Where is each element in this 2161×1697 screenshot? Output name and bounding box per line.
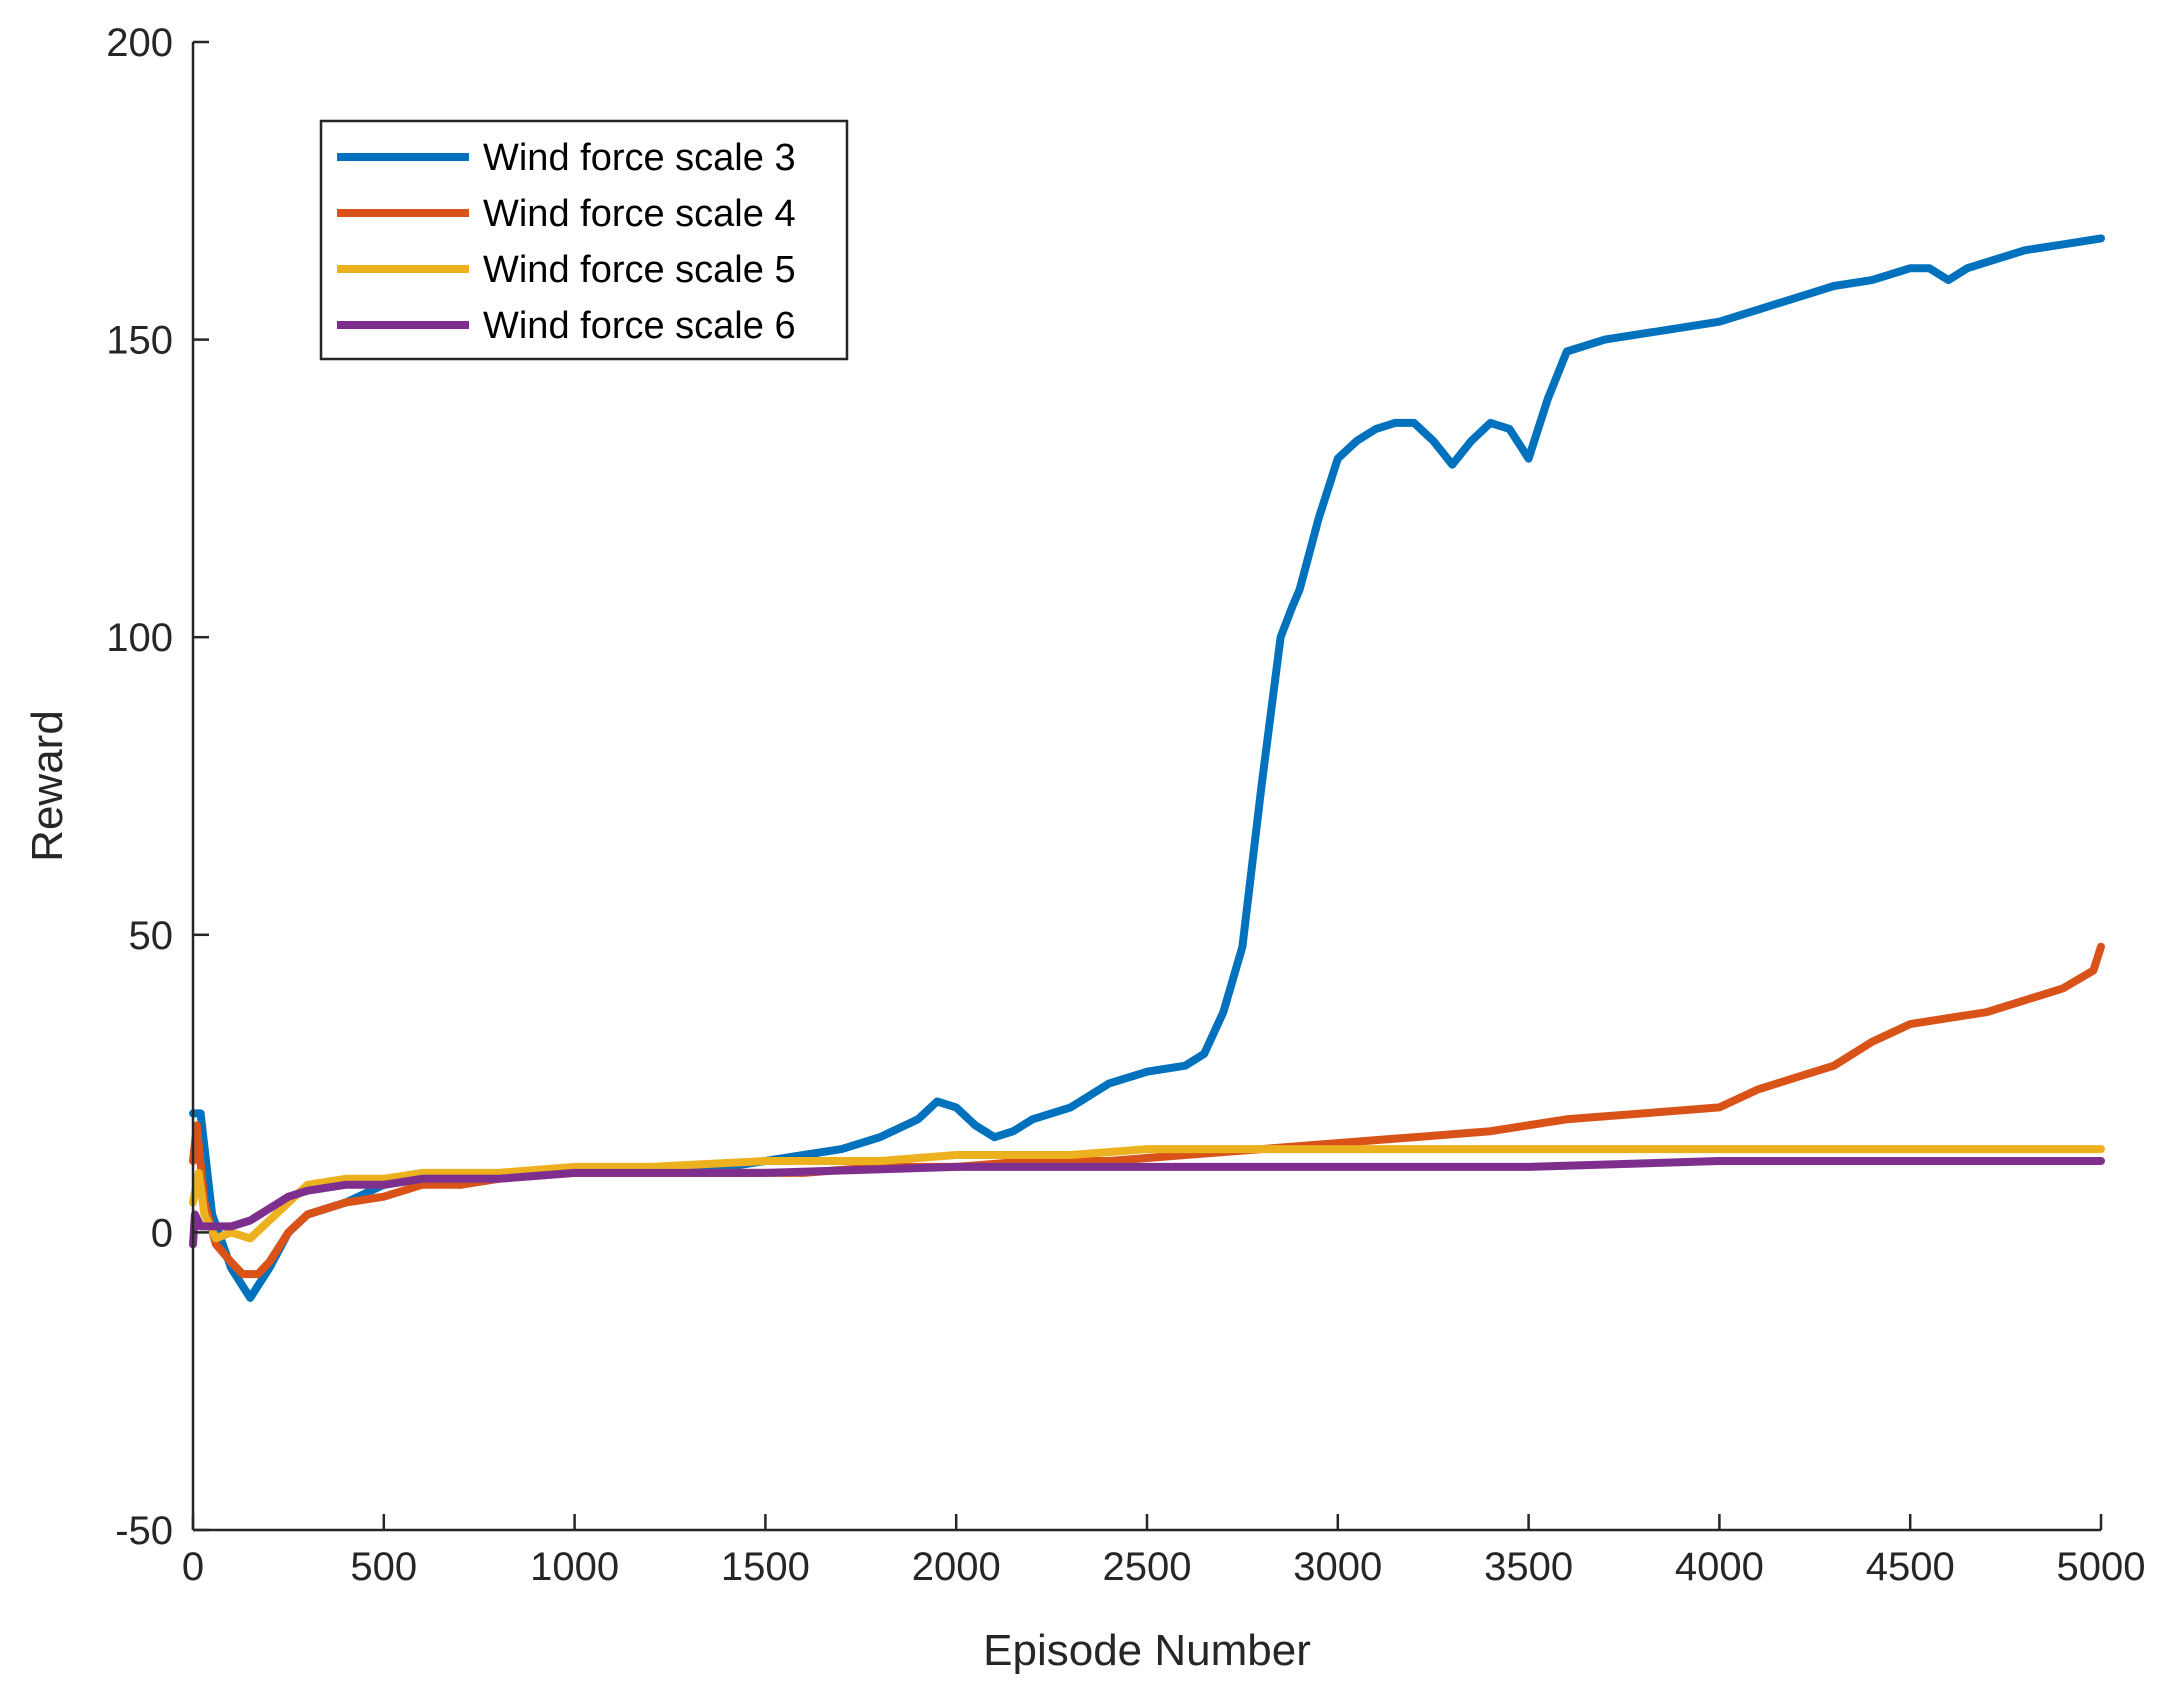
legend-label: Wind force scale 3	[483, 137, 796, 179]
x-tick-label: 1000	[530, 1545, 619, 1589]
x-axis-ticks: 0 500 1000 1500 2000 2500 3000 3500 4000 4500 5000	[182, 1514, 2146, 1589]
y-tick-label: 0	[151, 1211, 173, 1255]
y-tick-label: 150	[106, 319, 173, 363]
y-tick-label: 200	[106, 21, 173, 65]
legend-label: Wind force scale 6	[483, 305, 796, 347]
series-line-4	[189, 1157, 2105, 1249]
y-tick-label: 50	[129, 914, 174, 958]
x-tick-label: 2000	[912, 1545, 1001, 1589]
x-tick-label: 0	[182, 1545, 204, 1589]
y-axis-ticks: -50 0 50 100 150 200	[106, 21, 209, 1553]
x-tick-label: 5000	[2057, 1545, 2146, 1589]
y-tick-label: -50	[115, 1509, 173, 1553]
y-tick-label: 100	[106, 616, 173, 660]
x-tick-label: 4500	[1866, 1545, 1955, 1589]
x-tick-label: 3000	[1293, 1545, 1382, 1589]
x-tick-label: 2500	[1103, 1545, 1192, 1589]
series-line-3	[189, 1145, 2105, 1243]
x-tick-label: 4000	[1675, 1545, 1764, 1589]
x-tick-label: 500	[350, 1545, 417, 1589]
x-tick-label: 1500	[721, 1545, 810, 1589]
plot-lines	[189, 234, 2105, 1302]
x-axis-title: Episode Number	[983, 1626, 1311, 1675]
x-tick-label: 3500	[1484, 1545, 1573, 1589]
legend-label: Wind force scale 5	[483, 249, 796, 291]
y-axis-title: Reward	[23, 710, 72, 862]
legend: Wind force scale 3 Wind force scale 4 Wind…	[319, 119, 849, 361]
legend-label: Wind force scale 4	[483, 193, 796, 235]
